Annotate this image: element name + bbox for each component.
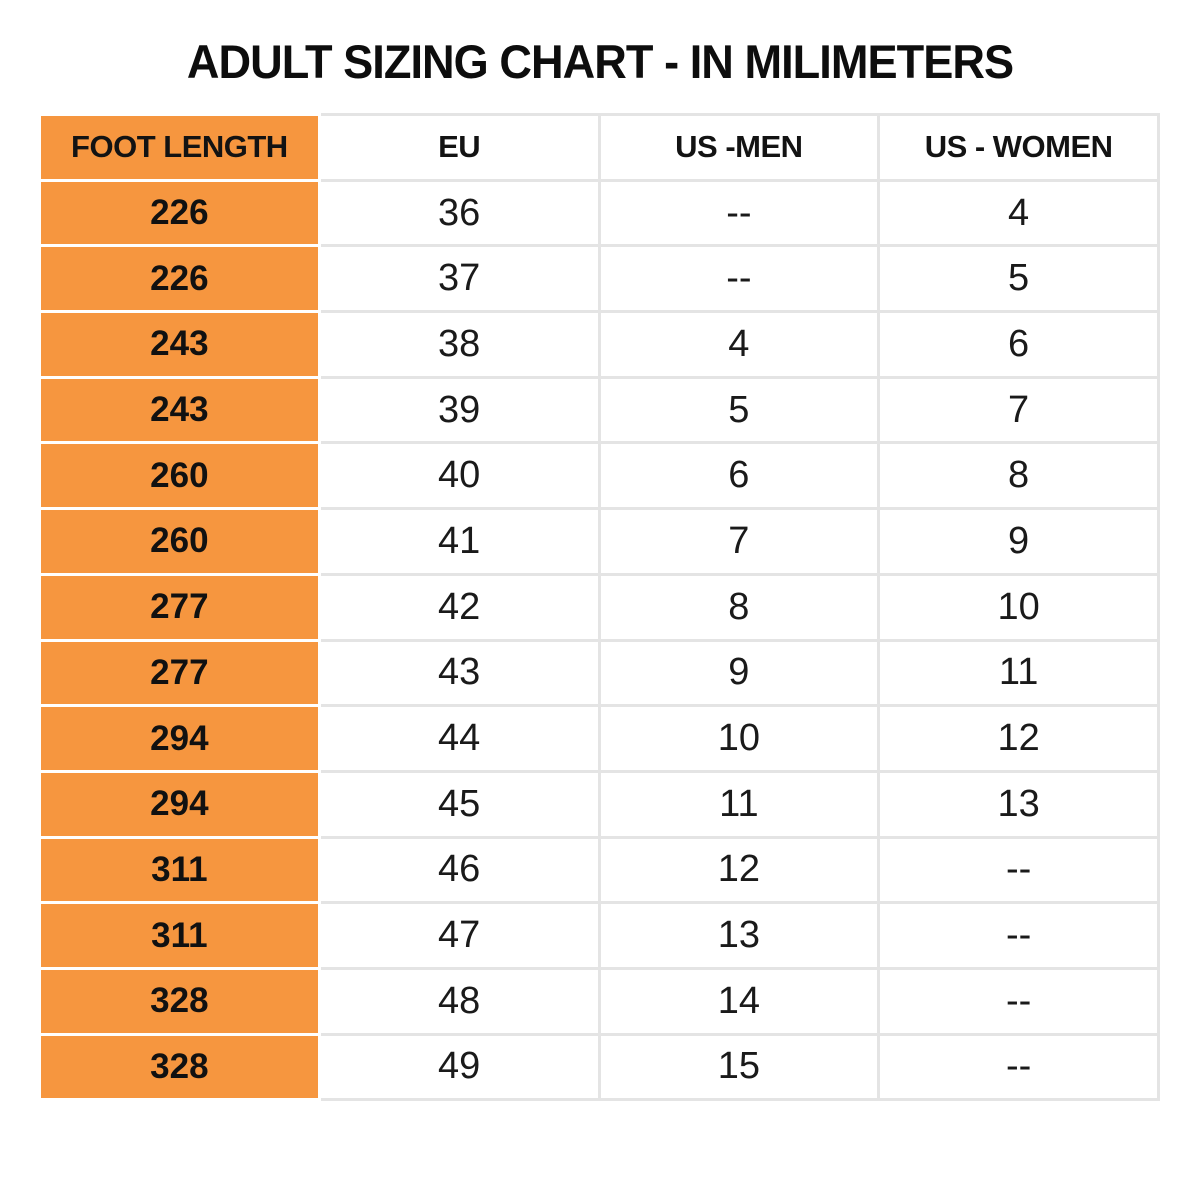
size-cell: 14 — [597, 966, 881, 1036]
size-cell: 7 — [877, 375, 1160, 445]
table-row: 277 43 9 11 — [38, 638, 1160, 708]
table-row: 226 37 -- 5 — [38, 244, 1160, 314]
sizing-table: FOOT LENGTH EU US -MEN US - WOMEN 226 36-… — [38, 113, 1160, 1102]
size-cell: -- — [877, 901, 1160, 970]
size-cell: 4 — [597, 310, 881, 379]
size-cell: 45 — [317, 769, 601, 839]
foot-length-cell: 294 — [38, 704, 321, 773]
size-cell: 47 — [317, 901, 601, 970]
chart-title: ADULT SIZING CHART - IN MILIMETERS — [186, 35, 1014, 88]
table-row: 226 36 -- 4 — [38, 178, 1160, 248]
table-row: 294 45 11 13 — [38, 769, 1160, 839]
size-cell: 15 — [597, 1032, 881, 1102]
foot-length-cell: 226 — [38, 178, 321, 248]
column-header-us-women: US - WOMEN — [877, 113, 1160, 182]
size-cell: 5 — [877, 244, 1160, 314]
foot-length-cell: 260 — [38, 441, 321, 511]
table-row: 311 47 13 -- — [38, 901, 1160, 970]
size-cell: 41 — [317, 507, 601, 576]
size-cell: 38 — [317, 310, 601, 379]
size-cell: 8 — [877, 441, 1160, 511]
size-cell: 37 — [317, 244, 601, 314]
size-cell: 13 — [877, 769, 1160, 839]
size-cell: 36 — [317, 178, 601, 248]
size-cell: 4 — [877, 178, 1160, 248]
foot-length-cell: 294 — [38, 769, 321, 839]
foot-length-cell: 328 — [38, 966, 321, 1036]
table-row: 260 40 6 8 — [38, 441, 1160, 511]
foot-length-cell: 311 — [38, 835, 321, 905]
header-row: FOOT LENGTH EU US -MEN US - WOMEN — [38, 113, 1160, 182]
table-row: 260 41 7 9 — [38, 507, 1160, 576]
size-cell: 5 — [597, 375, 881, 445]
foot-length-cell: 277 — [38, 638, 321, 708]
foot-length-cell: 260 — [38, 507, 321, 576]
table-row: 277 42 8 10 — [38, 572, 1160, 642]
table-row: 294 44 10 12 — [38, 704, 1160, 773]
foot-length-cell: 311 — [38, 901, 321, 970]
size-cell: 42 — [317, 572, 601, 642]
table-row: 311 46 12 -- — [38, 835, 1160, 905]
column-header-foot-length: FOOT LENGTH — [38, 113, 321, 182]
size-cell: 12 — [597, 835, 881, 905]
column-header-eu: EU — [317, 113, 601, 182]
size-cell: 11 — [597, 769, 881, 839]
size-cell: -- — [877, 966, 1160, 1036]
size-cell: 13 — [597, 901, 881, 970]
table-body: 226 36 -- 4 226 37 -- 5 243 38 4 6 243 39 5 7 260 40 6 8 260… — [38, 178, 1160, 1102]
table-row: 243 38 4 6 — [38, 310, 1160, 379]
table-row: 243 39 5 7 — [38, 375, 1160, 445]
size-cell: 44 — [317, 704, 601, 773]
foot-length-cell: 277 — [38, 572, 321, 642]
size-cell: 43 — [317, 638, 601, 708]
table-header: FOOT LENGTH EU US -MEN US - WOMEN — [38, 113, 1160, 182]
size-cell: 6 — [597, 441, 881, 511]
size-cell: 7 — [597, 507, 881, 576]
foot-length-cell: 226 — [38, 244, 321, 314]
size-cell: 48 — [317, 966, 601, 1036]
size-cell: 6 — [877, 310, 1160, 379]
size-cell: 10 — [597, 704, 881, 773]
size-cell: 9 — [877, 507, 1160, 576]
size-cell: -- — [877, 1032, 1160, 1102]
size-cell: -- — [597, 244, 881, 314]
size-cell: 12 — [877, 704, 1160, 773]
foot-length-cell: 328 — [38, 1032, 321, 1102]
size-cell: 9 — [597, 638, 881, 708]
size-cell: 40 — [317, 441, 601, 511]
size-cell: 49 — [317, 1032, 601, 1102]
size-cell: 11 — [877, 638, 1160, 708]
table-row: 328 49 15 -- — [38, 1032, 1160, 1102]
size-cell: -- — [877, 835, 1160, 905]
size-cell: 46 — [317, 835, 601, 905]
column-header-us-men: US -MEN — [597, 113, 881, 182]
table-row: 328 48 14 -- — [38, 966, 1160, 1036]
size-cell: 39 — [317, 375, 601, 445]
size-cell: 10 — [877, 572, 1160, 642]
size-cell: 8 — [597, 572, 881, 642]
size-cell: -- — [597, 178, 881, 248]
foot-length-cell: 243 — [38, 375, 321, 445]
foot-length-cell: 243 — [38, 310, 321, 379]
